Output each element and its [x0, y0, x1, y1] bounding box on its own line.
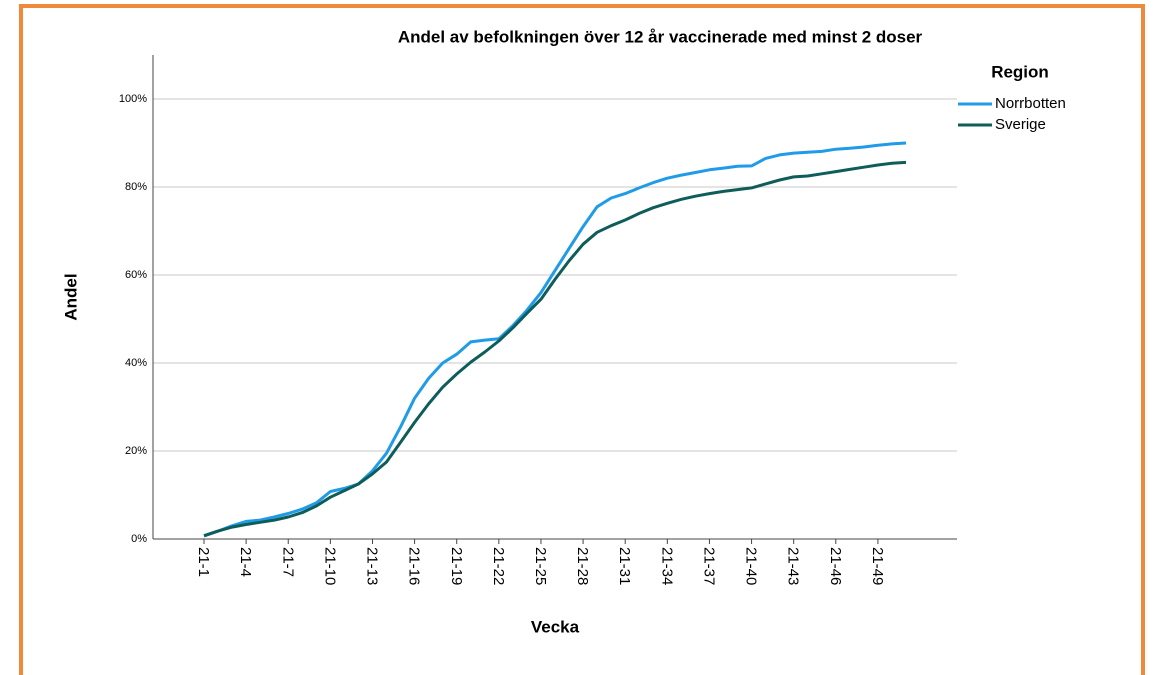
frame [19, 4, 1145, 675]
x-tick-label: 21-4 [237, 547, 254, 577]
y-tick-label: 40% [125, 357, 147, 369]
y-axis-label: Andel [61, 273, 80, 320]
x-tick-label: 21-40 [743, 547, 760, 585]
legend-label: Norrbotten [995, 95, 1066, 112]
x-tick-label: 21-7 [279, 547, 296, 577]
legend-label: Sverige [995, 116, 1046, 133]
x-tick-label: 21-37 [700, 547, 717, 585]
x-tick-label: 21-13 [364, 547, 381, 585]
y-tick-label: 100% [119, 93, 147, 105]
y-tick-label: 80% [125, 181, 147, 193]
chart-title: Andel av befolkningen över 12 år vaccine… [398, 27, 923, 46]
x-tick-label: 21-49 [869, 547, 886, 585]
x-tick-label: 21-46 [827, 547, 844, 585]
x-tick-label: 21-22 [490, 547, 507, 585]
x-tick-label: 21-28 [574, 547, 591, 585]
x-tick-label: 21-34 [658, 547, 675, 585]
x-tick-label: 21-16 [406, 547, 423, 585]
series-line [203, 160, 907, 538]
y-tick-label: 20% [125, 445, 147, 457]
series-line [203, 141, 907, 537]
legend-title: Region [991, 62, 1049, 81]
x-tick-label: 21-19 [448, 547, 465, 585]
y-tick-label: 0% [131, 533, 147, 545]
x-tick-label: 21-10 [321, 547, 338, 585]
y-tick-label: 60% [125, 269, 147, 281]
x-tick-label: 21-25 [532, 547, 549, 585]
x-tick-label: 21-43 [785, 547, 802, 585]
x-tick-label: 21-1 [195, 547, 212, 577]
x-tick-label: 21-31 [616, 547, 633, 585]
x-axis-label: Vecka [531, 617, 580, 636]
